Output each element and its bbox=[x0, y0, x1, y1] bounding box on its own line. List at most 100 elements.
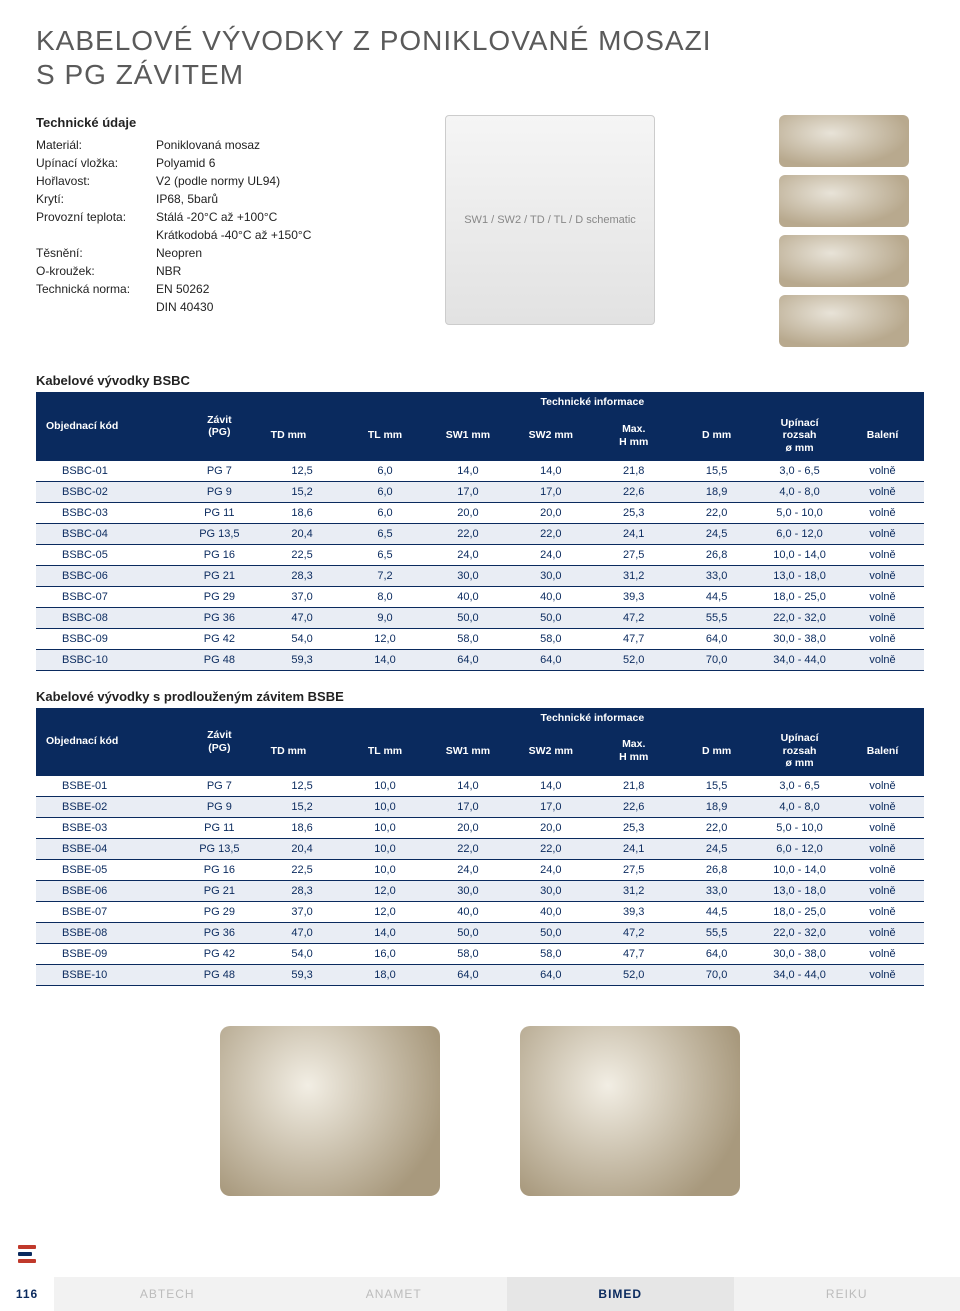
table-cell: volně bbox=[841, 859, 924, 880]
table-cell: 20,0 bbox=[509, 817, 592, 838]
table-cell: 17,0 bbox=[509, 796, 592, 817]
table-cell: 14,0 bbox=[344, 922, 427, 943]
table-cell: BSBC-07 bbox=[36, 586, 178, 607]
spec-value: Polyamid 6 bbox=[156, 154, 336, 172]
table-cell: 31,2 bbox=[592, 880, 675, 901]
table-cell: 30,0 - 38,0 bbox=[758, 943, 841, 964]
table-cell: 21,8 bbox=[592, 776, 675, 797]
spec-label bbox=[36, 298, 156, 316]
table-cell: 10,0 bbox=[344, 817, 427, 838]
table-cell: 12,0 bbox=[344, 628, 427, 649]
table-cell: 7,2 bbox=[344, 565, 427, 586]
table-cell: 18,0 - 25,0 bbox=[758, 586, 841, 607]
product-image bbox=[779, 175, 909, 227]
table-cell: 52,0 bbox=[592, 964, 675, 985]
col-header: D mm bbox=[675, 726, 758, 776]
table-cell: 10,0 bbox=[344, 776, 427, 797]
table-cell: PG 16 bbox=[178, 544, 261, 565]
table-cell: 18,0 bbox=[344, 964, 427, 985]
table-cell: 10,0 bbox=[344, 796, 427, 817]
table-cell: BSBE-04 bbox=[36, 838, 178, 859]
tech-specs: Technické údaje Materiál:Poniklovaná mos… bbox=[36, 115, 336, 347]
table-row: BSBE-06PG 2128,312,030,030,031,233,013,0… bbox=[36, 880, 924, 901]
spec-label: Provozní teplota: bbox=[36, 208, 156, 226]
table-row: BSBE-03PG 1118,610,020,020,025,322,05,0 … bbox=[36, 817, 924, 838]
table-cell: 50,0 bbox=[509, 922, 592, 943]
table-cell: 10,0 - 14,0 bbox=[758, 544, 841, 565]
col-header: SW2 mm bbox=[509, 726, 592, 776]
product-photos bbox=[36, 1026, 924, 1196]
table-cell: 58,0 bbox=[509, 943, 592, 964]
table-cell: 6,5 bbox=[344, 544, 427, 565]
table-cell: 22,0 bbox=[426, 838, 509, 859]
spec-value: V2 (podle normy UL94) bbox=[156, 172, 336, 190]
table-cell: 24,0 bbox=[509, 859, 592, 880]
table-row: BSBE-02PG 915,210,017,017,022,618,94,0 -… bbox=[36, 796, 924, 817]
col-header: Balení bbox=[841, 411, 924, 461]
table-cell: 40,0 bbox=[426, 901, 509, 922]
col-header: Balení bbox=[841, 726, 924, 776]
page-number: 116 bbox=[0, 1277, 54, 1311]
table-cell: BSBC-09 bbox=[36, 628, 178, 649]
table-row: BSBC-01PG 712,56,014,014,021,815,53,0 - … bbox=[36, 461, 924, 482]
table-cell: 14,0 bbox=[426, 776, 509, 797]
table-cell: 30,0 bbox=[509, 565, 592, 586]
spec-value: DIN 40430 bbox=[156, 298, 336, 316]
table-cell: 22,6 bbox=[592, 481, 675, 502]
table-cell: 47,0 bbox=[261, 607, 344, 628]
table-cell: 18,6 bbox=[261, 817, 344, 838]
table-cell: PG 36 bbox=[178, 607, 261, 628]
table-cell: BSBC-02 bbox=[36, 481, 178, 502]
table-row: BSBE-07PG 2937,012,040,040,039,344,518,0… bbox=[36, 901, 924, 922]
table-cell: 12,5 bbox=[261, 461, 344, 482]
table-cell: volně bbox=[841, 481, 924, 502]
table-supheader: Technické informace bbox=[261, 392, 924, 411]
table-cell: PG 42 bbox=[178, 943, 261, 964]
table-cell: 55,5 bbox=[675, 607, 758, 628]
col-header: TD mm bbox=[261, 411, 344, 461]
table-cell: PG 7 bbox=[178, 776, 261, 797]
table-cell: 24,0 bbox=[426, 544, 509, 565]
spec-value: Krátkodobá -40°C až +150°C bbox=[156, 226, 336, 244]
spec-label: Upínací vložka: bbox=[36, 154, 156, 172]
table-cell: 40,0 bbox=[509, 901, 592, 922]
table-cell: 20,4 bbox=[261, 838, 344, 859]
spec-row: Provozní teplota:Stálá -20°C až +100°C bbox=[36, 208, 336, 226]
table-cell: 54,0 bbox=[261, 943, 344, 964]
table-cell: 54,0 bbox=[261, 628, 344, 649]
table-row: BSBC-05PG 1622,56,524,024,027,526,810,0 … bbox=[36, 544, 924, 565]
table-cell: 3,0 - 6,5 bbox=[758, 776, 841, 797]
table-cell: 64,0 bbox=[426, 964, 509, 985]
table-cell: 5,0 - 10,0 bbox=[758, 817, 841, 838]
table-cell: PG 42 bbox=[178, 628, 261, 649]
table-cell: volně bbox=[841, 544, 924, 565]
table-cell: volně bbox=[841, 502, 924, 523]
table-cell: 44,5 bbox=[675, 586, 758, 607]
spec-row: Krátkodobá -40°C až +150°C bbox=[36, 226, 336, 244]
table-cell: 22,0 bbox=[509, 838, 592, 859]
table-supheader: Technické informace bbox=[261, 708, 924, 727]
table-cell: volně bbox=[841, 565, 924, 586]
table-cell: 52,0 bbox=[592, 649, 675, 670]
table-cell: volně bbox=[841, 776, 924, 797]
table-cell: 25,3 bbox=[592, 817, 675, 838]
table-row: BSBC-10PG 4859,314,064,064,052,070,034,0… bbox=[36, 649, 924, 670]
table-cell: 22,0 - 32,0 bbox=[758, 922, 841, 943]
table-cell: 4,0 - 8,0 bbox=[758, 481, 841, 502]
table-cell: 22,0 - 32,0 bbox=[758, 607, 841, 628]
table-cell: 18,9 bbox=[675, 481, 758, 502]
table2-title: Kabelové vývodky s prodlouženým závitem … bbox=[36, 689, 924, 704]
table-cell: PG 11 bbox=[178, 817, 261, 838]
table-cell: BSBE-01 bbox=[36, 776, 178, 797]
table-cell: 44,5 bbox=[675, 901, 758, 922]
table-cell: 40,0 bbox=[426, 586, 509, 607]
table-cell: 50,0 bbox=[426, 607, 509, 628]
table-cell: 58,0 bbox=[509, 628, 592, 649]
table-cell: 22,0 bbox=[509, 523, 592, 544]
table-cell: 10,0 bbox=[344, 859, 427, 880]
table-cell: 18,9 bbox=[675, 796, 758, 817]
table-cell: PG 9 bbox=[178, 481, 261, 502]
table-cell: 13,0 - 18,0 bbox=[758, 880, 841, 901]
spec-row: Krytí:IP68, 5barů bbox=[36, 190, 336, 208]
table-cell: 8,0 bbox=[344, 586, 427, 607]
